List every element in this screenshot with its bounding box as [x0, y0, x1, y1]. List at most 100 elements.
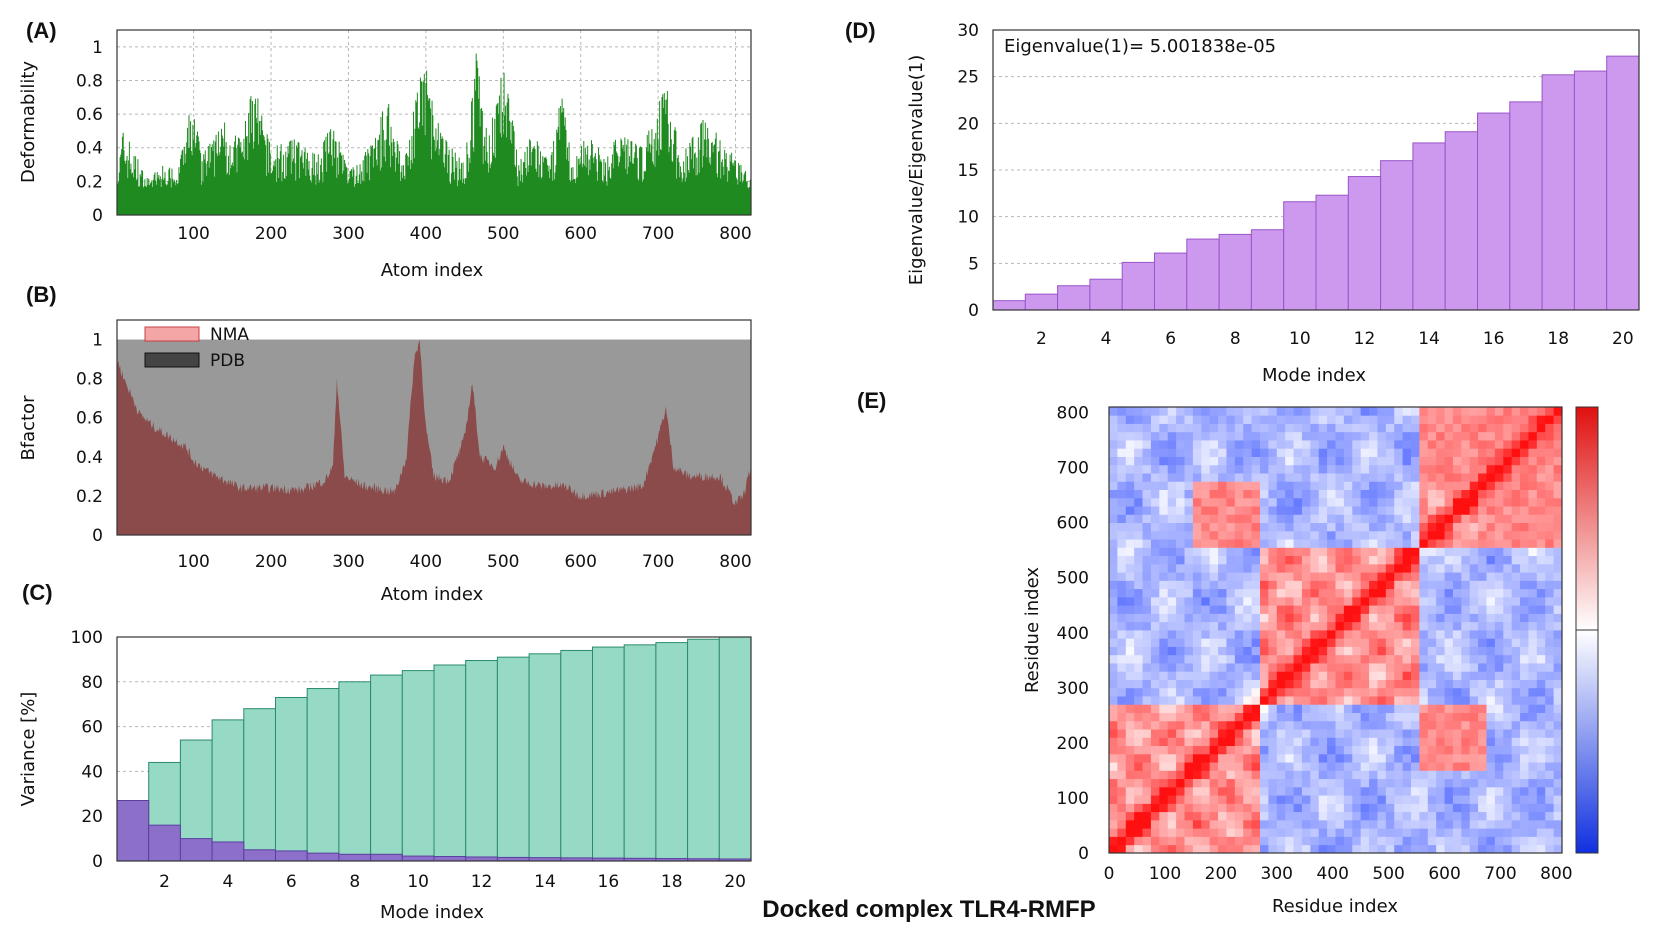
heatmap-cell	[1167, 497, 1177, 507]
heatmap-cell	[1478, 638, 1487, 647]
x-axis-label-b: Atom index	[381, 584, 484, 605]
heatmap-cell	[1394, 819, 1404, 829]
heatmap-cell	[1268, 464, 1278, 474]
heatmap-cell	[1478, 448, 1487, 457]
heatmap-cell	[1411, 828, 1420, 837]
y-tick-label: 5	[968, 254, 979, 274]
heatmap-cell	[1377, 811, 1387, 821]
heatmap-cell	[1528, 588, 1538, 598]
heatmap-cell	[1125, 431, 1135, 441]
heatmap-cell	[1528, 514, 1538, 524]
heatmap-cell	[1268, 522, 1278, 532]
heatmap-cell	[1360, 646, 1370, 656]
heatmap-cell	[1494, 407, 1504, 416]
heatmap-cell	[1553, 423, 1563, 433]
heatmap-cell	[1276, 514, 1286, 524]
heatmap-cell	[1369, 671, 1378, 680]
heatmap-cell	[1343, 687, 1353, 697]
heatmap-cell	[1276, 580, 1286, 590]
heatmap-cell	[1176, 770, 1185, 780]
heatmap-cell	[1385, 481, 1395, 490]
heatmap-cell	[1310, 811, 1320, 821]
heatmap-cell	[1150, 522, 1160, 532]
heatmap-cell	[1553, 803, 1563, 813]
heatmap-cell	[1469, 580, 1479, 590]
heatmap-cell	[1411, 605, 1420, 614]
heatmap-cell	[1234, 588, 1244, 598]
heatmap-cell	[1167, 638, 1177, 647]
heatmap-cell	[1352, 696, 1362, 705]
heatmap-cell	[1218, 663, 1227, 672]
heatmap-cell	[1109, 489, 1118, 499]
x-tick-label: 600	[564, 552, 596, 572]
heatmap-cell	[1427, 522, 1437, 532]
heatmap-cell	[1218, 737, 1227, 747]
cumulative-variance-bar	[465, 660, 498, 862]
heatmap-cell	[1360, 638, 1370, 647]
heatmap-cell	[1528, 580, 1538, 590]
heatmap-cell	[1444, 753, 1454, 763]
heatmap-cell	[1503, 687, 1513, 697]
heatmap-cell	[1109, 720, 1118, 730]
heatmap-cell	[1536, 836, 1546, 846]
heatmap-cell	[1301, 448, 1311, 457]
heatmap-cell	[1117, 745, 1127, 755]
heatmap-cell	[1369, 506, 1378, 515]
heatmap-cell	[1310, 431, 1320, 441]
heatmap-cell	[1150, 762, 1160, 771]
heatmap-cell	[1444, 621, 1454, 631]
heatmap-cell	[1301, 819, 1311, 829]
heatmap-cell	[1385, 687, 1395, 697]
heatmap-cell	[1234, 696, 1244, 705]
heatmap-cell	[1511, 671, 1521, 680]
heatmap-cell	[1360, 663, 1370, 672]
heatmap-cell	[1511, 786, 1521, 796]
heatmap-cell	[1310, 464, 1320, 474]
heatmap-cell	[1176, 720, 1185, 730]
heatmap-cell	[1369, 646, 1378, 656]
heatmap-cell	[1192, 696, 1202, 705]
x-tick-label: 300	[332, 552, 364, 572]
heatmap-cell	[1402, 704, 1412, 713]
heatmap-cell	[1285, 456, 1294, 466]
heatmap-cell	[1411, 530, 1420, 540]
heatmap-cell	[1469, 836, 1479, 846]
heatmap-cell	[1511, 654, 1521, 664]
heatmap-cell	[1251, 489, 1261, 499]
y-tick-label: 1	[92, 38, 103, 58]
heatmap-cell	[1209, 745, 1219, 755]
heatmap-cell	[1469, 795, 1479, 804]
heatmap-cell	[1503, 638, 1513, 647]
heatmap-cell	[1352, 440, 1362, 449]
heatmap-cell	[1528, 547, 1538, 557]
heatmap-cell	[1293, 654, 1303, 664]
heatmap-cell	[1276, 795, 1286, 804]
heatmap-cell	[1318, 819, 1328, 829]
heatmap-cell	[1276, 704, 1286, 713]
heatmap-cell	[1318, 605, 1328, 614]
heatmap-cell	[1436, 522, 1445, 532]
heatmap-cell	[1159, 720, 1169, 730]
heatmap-cell	[1293, 596, 1303, 606]
heatmap-cell	[1528, 506, 1538, 515]
heatmap-cell	[1486, 844, 1496, 854]
heatmap-cell	[1536, 712, 1546, 722]
heatmap-cell	[1327, 580, 1336, 590]
heatmap-cell	[1285, 514, 1294, 524]
heatmap-cell	[1452, 704, 1462, 713]
y-tick-label: 20	[957, 114, 979, 134]
heatmap-cell	[1276, 440, 1286, 449]
heatmap-cell	[1427, 555, 1437, 565]
heatmap-cell	[1545, 621, 1555, 631]
heatmap-cell	[1528, 671, 1538, 680]
heatmap-cell	[1176, 481, 1185, 490]
heatmap-cell	[1251, 638, 1261, 647]
heatmap-cell	[1427, 440, 1437, 449]
heatmap-cell	[1520, 737, 1529, 747]
heatmap-cell	[1444, 481, 1454, 490]
heatmap-cell	[1142, 621, 1152, 631]
heatmap-cell	[1411, 704, 1420, 713]
heatmap-cell	[1469, 506, 1479, 515]
heatmap-cell	[1117, 580, 1127, 590]
heatmap-cell	[1402, 786, 1412, 796]
